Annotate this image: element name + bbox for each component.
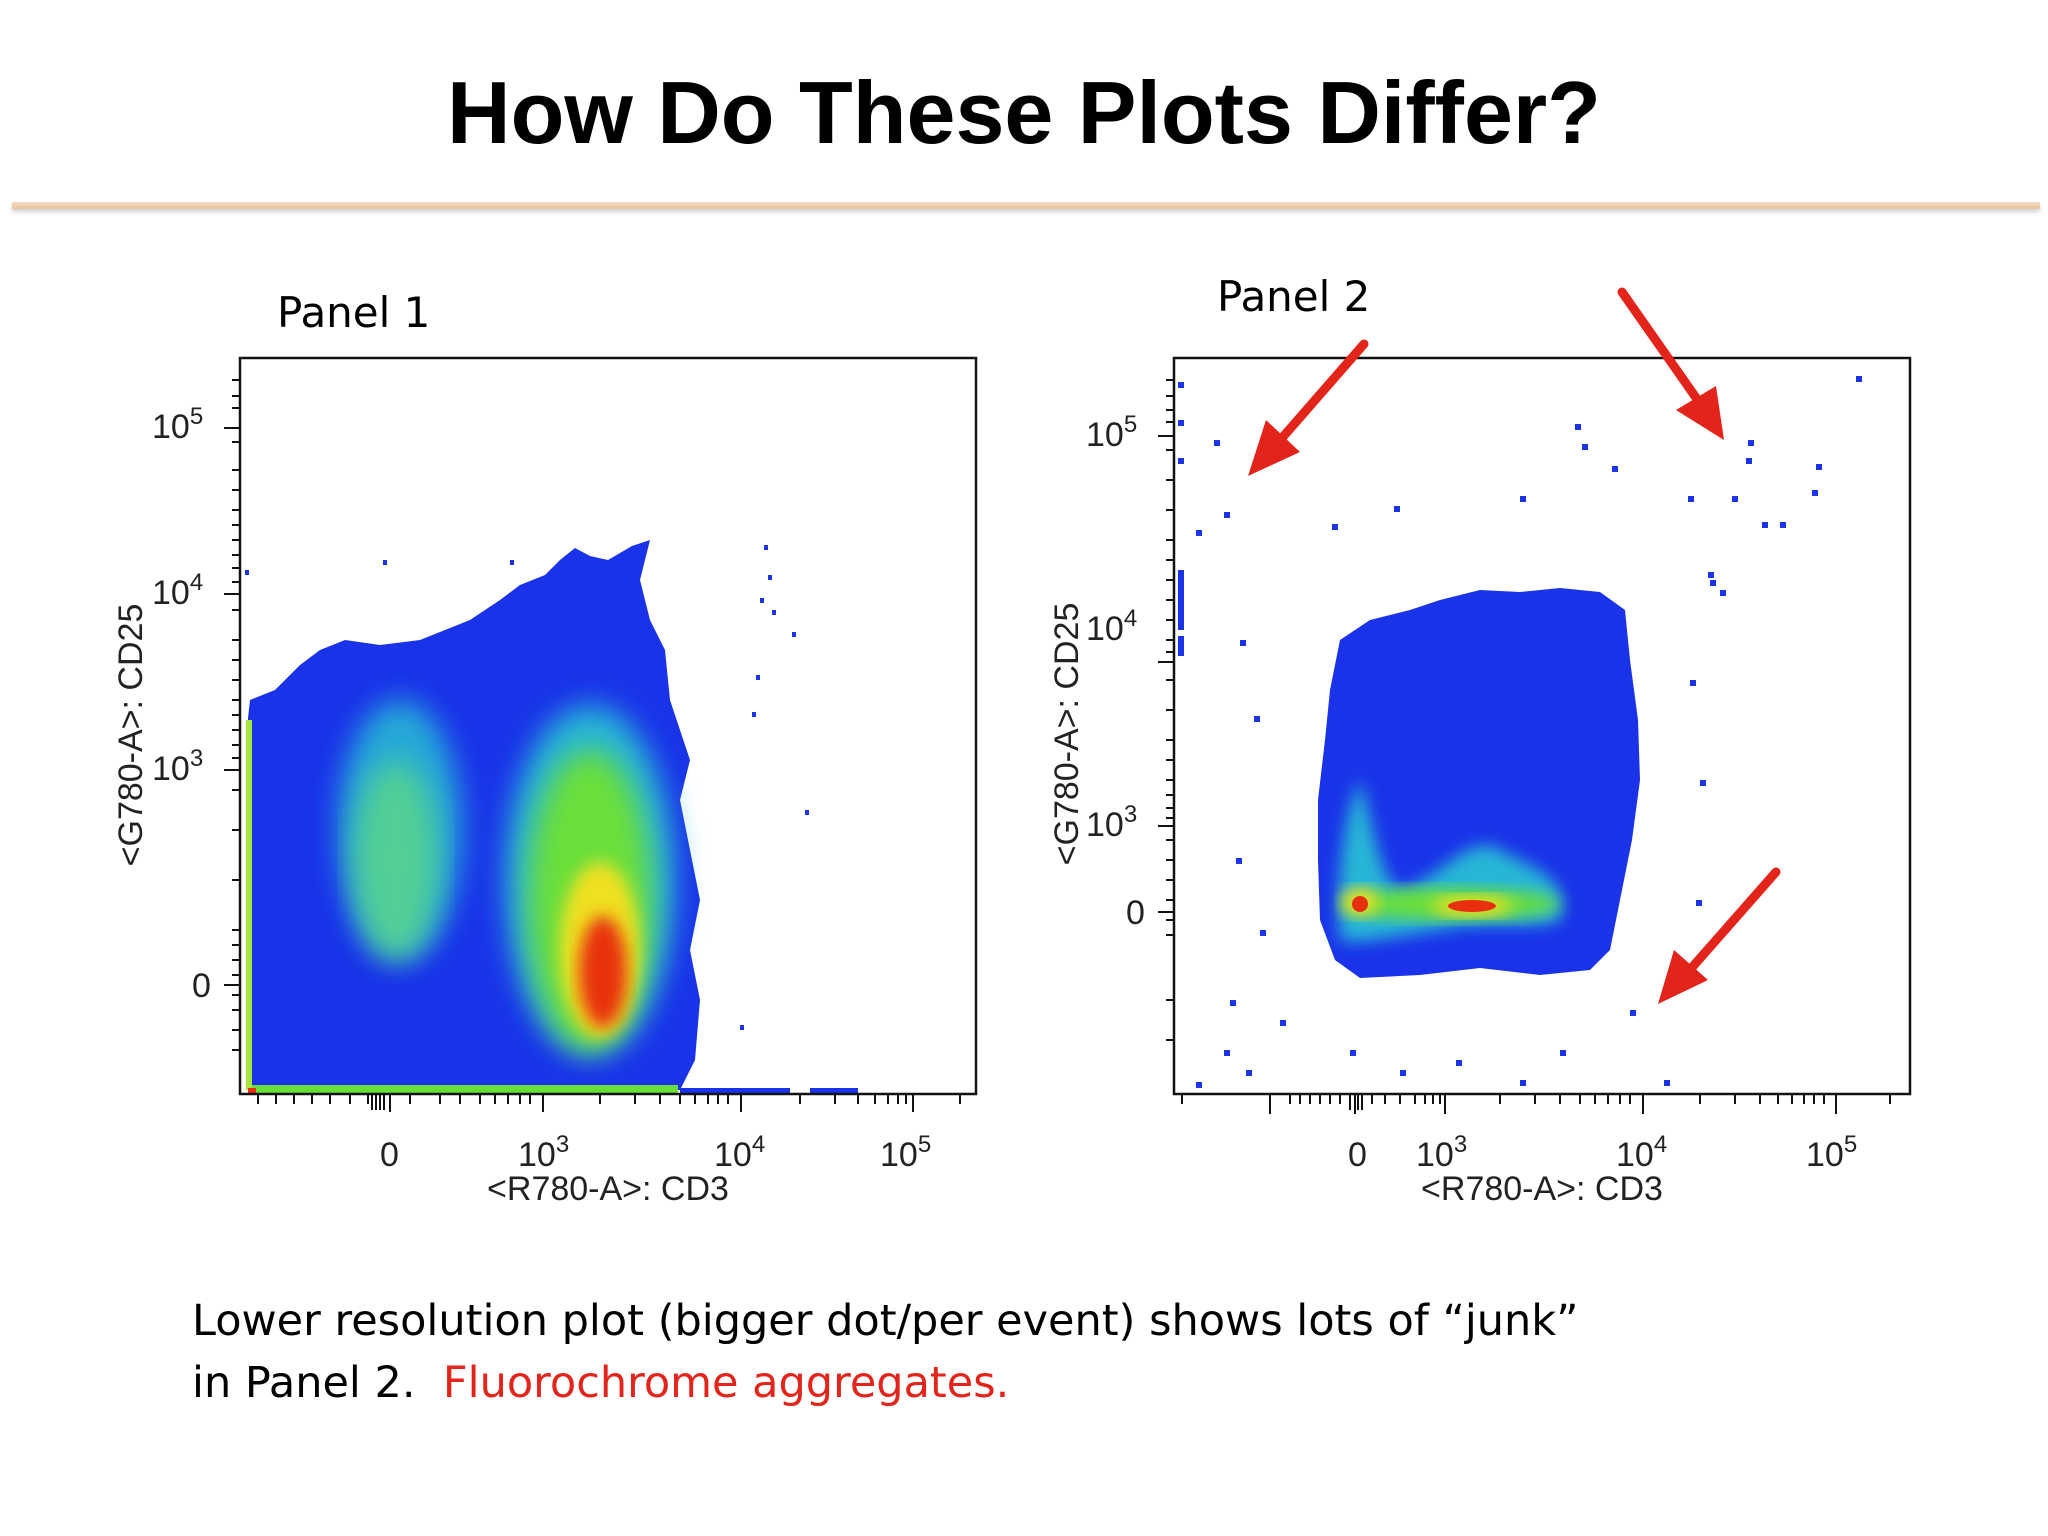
panel-2-x-axis-label: <R780-A>: CD3	[1421, 1170, 1663, 1208]
panel-2-plot	[1172, 356, 1912, 1096]
panel-2-y-tick-0: 0	[1126, 894, 1145, 932]
arrow-upper-right	[1617, 287, 1724, 440]
panel-1-x-tick-1e3: 103	[518, 1131, 569, 1174]
slide-caption: Lower resolution plot (bigger dot/per ev…	[192, 1290, 1892, 1414]
panel-2-x-tick-0: 0	[1348, 1136, 1367, 1174]
caption-line-1: Lower resolution plot (bigger dot/per ev…	[192, 1296, 1579, 1346]
panel-2-x-tick-1e5: 105	[1806, 1131, 1857, 1174]
arrow-lower-right	[1658, 867, 1781, 1004]
panel-1-tick-labels: 105 104 103 0 0 103 104 105	[152, 403, 931, 1174]
panel-1-frame	[238, 356, 978, 1096]
panel-1-y-axis-label: <G780-A>: CD25	[112, 604, 150, 867]
panel-1-y-tick-1e5: 105	[152, 403, 203, 446]
panel-1-y-tick-0: 0	[192, 967, 211, 1005]
panel-2-x-tick-1e4: 104	[1616, 1131, 1667, 1174]
title-divider	[12, 202, 2040, 209]
caption-line-2: in Panel 2. Fluorochrome aggregates.	[192, 1352, 1892, 1414]
panel-1-sparse-events	[245, 545, 858, 1093]
panel-2-label: Panel 2	[1217, 272, 1371, 321]
panel-2-y-axis-label: <G780-A>: CD25	[1048, 603, 1086, 866]
panel-2-y-tick-1e3: 103	[1086, 801, 1137, 844]
panel-2-axes	[1158, 379, 1891, 1114]
panel-2-y-tick-1e4: 104	[1086, 605, 1137, 648]
panel-1-population-2-peak	[579, 916, 627, 1028]
panel-1-x-tick-0: 0	[380, 1136, 399, 1174]
panel-2-sparse-events	[1178, 376, 1862, 1088]
panel-2-blue-density	[1318, 588, 1640, 978]
panel-2-peak-2	[1448, 900, 1496, 912]
panel-1-population-1-core	[354, 760, 438, 960]
panel-2-x-tick-1e3: 103	[1416, 1131, 1467, 1174]
panel-1-x-tick-1e5: 105	[880, 1131, 931, 1174]
caption-highlight: Fluorochrome aggregates.	[442, 1358, 1010, 1408]
panel-2-frame	[1172, 356, 1912, 1096]
panel-2-peak-1	[1352, 896, 1368, 912]
arrow-upper-left	[1248, 339, 1369, 476]
panel-1-y-tick-1e3: 103	[152, 745, 203, 788]
panel-1-y-tick-1e4: 104	[152, 569, 203, 612]
panel-1-axes	[224, 379, 961, 1112]
panel-1-x-axis-label: <R780-A>: CD3	[487, 1170, 729, 1208]
annotation-arrows	[1248, 287, 1781, 1004]
panel-2-y-tick-1e5: 105	[1086, 411, 1137, 454]
panel-1-label: Panel 1	[277, 288, 431, 337]
caption-line-2-text: in Panel 2.	[192, 1358, 416, 1408]
panel-2-tick-labels: 105 104 103 0 0 103 104 105	[1086, 411, 1857, 1174]
panel-1-bottom-pileup	[248, 1085, 678, 1093]
panel-1-left-pileup	[246, 720, 252, 1090]
panel-1-x-tick-1e4: 104	[714, 1131, 765, 1174]
slide-title: How Do These Plots Differ?	[447, 63, 1601, 162]
panel-1-plot	[238, 356, 978, 1096]
